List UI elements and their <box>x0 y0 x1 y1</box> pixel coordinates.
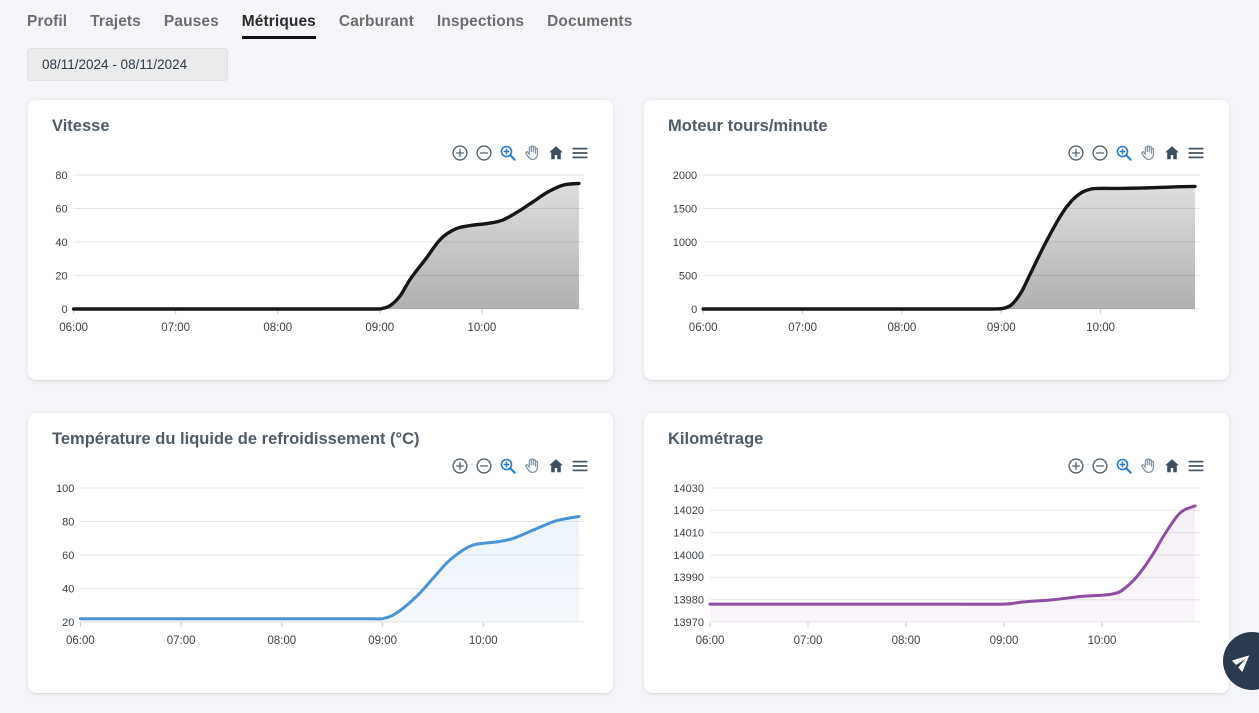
chart-toolbar <box>52 143 589 163</box>
svg-text:80: 80 <box>62 516 74 528</box>
tab-trajets[interactable]: Trajets <box>90 13 141 30</box>
pan-hand-icon[interactable] <box>523 457 541 475</box>
charts-grid: Vitesse 0 20 40 60 80 06:00 07:00 08:00 09:00 1 <box>28 100 1229 693</box>
chart-card-kilometrage: Kilométrage 13970 13980 13990 14000 14010 1 <box>644 413 1229 693</box>
svg-text:0: 0 <box>691 304 697 316</box>
temperature-chart-canvas[interactable]: 20 40 60 80 100 06:00 07:00 08:00 09:00 10:00 <box>52 478 586 656</box>
svg-text:2000: 2000 <box>673 170 697 182</box>
chart-toolbar <box>52 456 589 476</box>
kilometrage-chart-canvas[interactable]: 13970 13980 13990 14000 14010 14020 14030 06:00… <box>668 478 1202 656</box>
svg-text:09:00: 09:00 <box>990 635 1019 647</box>
svg-text:60: 60 <box>62 550 74 562</box>
home-reset-icon[interactable] <box>1163 144 1181 162</box>
svg-text:08:00: 08:00 <box>267 635 296 647</box>
vitesse-chart-canvas[interactable]: 0 20 40 60 80 06:00 07:00 08:00 09:00 10:00 <box>52 165 586 343</box>
pan-hand-icon[interactable] <box>523 144 541 162</box>
tab-profil[interactable]: Profil <box>27 13 68 30</box>
chart-title-vitesse: Vitesse <box>52 117 110 135</box>
chart-card-vitesse: Vitesse 0 20 40 60 80 06:00 07:00 08:00 09:00 1 <box>28 100 613 380</box>
chart-title-kilometrage: Kilométrage <box>668 430 764 448</box>
zoom-in-icon[interactable] <box>451 457 469 475</box>
moteur-chart-canvas[interactable]: 0 500 1000 1500 2000 06:00 07:00 08:00 09:00 10:0… <box>668 165 1202 343</box>
svg-text:40: 40 <box>55 237 67 249</box>
svg-text:06:00: 06:00 <box>59 322 88 334</box>
chart-toolbar <box>668 456 1205 476</box>
svg-text:07:00: 07:00 <box>167 635 196 647</box>
svg-text:14000: 14000 <box>673 550 704 562</box>
tab-carburant[interactable]: Carburant <box>338 13 414 30</box>
tab-metriques[interactable]: Métriques <box>241 13 316 39</box>
date-range-input[interactable] <box>27 48 228 81</box>
zoom-in-icon[interactable] <box>1067 457 1085 475</box>
chart-title-moteur: Moteur tours/minute <box>668 117 828 135</box>
chart-title-temperature: Température du liquide de refroidissemen… <box>52 430 420 448</box>
pan-hand-icon[interactable] <box>1139 457 1157 475</box>
menu-icon[interactable] <box>571 457 589 475</box>
zoom-in-icon[interactable] <box>1067 144 1085 162</box>
menu-icon[interactable] <box>1187 457 1205 475</box>
menu-icon[interactable] <box>1187 144 1205 162</box>
svg-text:06:00: 06:00 <box>66 635 95 647</box>
svg-text:13990: 13990 <box>673 572 704 584</box>
svg-text:80: 80 <box>55 170 67 182</box>
send-icon <box>1231 655 1250 672</box>
date-filter <box>27 48 1259 81</box>
svg-text:500: 500 <box>679 270 697 282</box>
svg-text:100: 100 <box>56 483 74 495</box>
svg-text:07:00: 07:00 <box>794 635 823 647</box>
svg-text:13970: 13970 <box>673 617 704 629</box>
chart-card-moteur: Moteur tours/minute 0 500 1000 1500 2000 06 <box>644 100 1229 380</box>
svg-text:08:00: 08:00 <box>263 322 292 334</box>
svg-text:40: 40 <box>62 583 74 595</box>
svg-text:08:00: 08:00 <box>888 322 917 334</box>
home-reset-icon[interactable] <box>1163 457 1181 475</box>
zoom-out-icon[interactable] <box>1091 144 1109 162</box>
svg-text:09:00: 09:00 <box>368 635 397 647</box>
svg-text:60: 60 <box>55 203 67 215</box>
tab-pauses[interactable]: Pauses <box>163 13 219 30</box>
svg-text:10:00: 10:00 <box>469 635 498 647</box>
tab-inspections[interactable]: Inspections <box>436 13 525 30</box>
home-reset-icon[interactable] <box>547 144 565 162</box>
svg-text:13980: 13980 <box>673 595 704 607</box>
svg-text:10:00: 10:00 <box>468 322 497 334</box>
box-zoom-icon[interactable] <box>1115 457 1133 475</box>
svg-text:10:00: 10:00 <box>1088 635 1117 647</box>
zoom-out-icon[interactable] <box>475 144 493 162</box>
svg-text:0: 0 <box>61 304 67 316</box>
svg-text:06:00: 06:00 <box>689 322 718 334</box>
svg-text:09:00: 09:00 <box>365 322 394 334</box>
svg-text:1500: 1500 <box>673 203 697 215</box>
svg-text:14020: 14020 <box>673 505 704 517</box>
svg-text:10:00: 10:00 <box>1086 322 1115 334</box>
svg-text:20: 20 <box>62 617 74 629</box>
svg-text:08:00: 08:00 <box>892 635 921 647</box>
zoom-out-icon[interactable] <box>475 457 493 475</box>
chart-card-temperature: Température du liquide de refroidissemen… <box>28 413 613 693</box>
box-zoom-icon[interactable] <box>499 144 517 162</box>
svg-text:07:00: 07:00 <box>788 322 817 334</box>
box-zoom-icon[interactable] <box>1115 144 1133 162</box>
home-reset-icon[interactable] <box>547 457 565 475</box>
svg-text:20: 20 <box>55 270 67 282</box>
pan-hand-icon[interactable] <box>1139 144 1157 162</box>
svg-text:1000: 1000 <box>673 237 697 249</box>
zoom-out-icon[interactable] <box>1091 457 1109 475</box>
svg-text:07:00: 07:00 <box>161 322 190 334</box>
chart-toolbar <box>668 143 1205 163</box>
tab-bar: Profil Trajets Pauses Métriques Carburan… <box>0 0 1259 39</box>
svg-text:14010: 14010 <box>673 528 704 540</box>
box-zoom-icon[interactable] <box>499 457 517 475</box>
svg-text:09:00: 09:00 <box>987 322 1016 334</box>
svg-text:06:00: 06:00 <box>696 635 725 647</box>
zoom-in-icon[interactable] <box>451 144 469 162</box>
svg-text:14030: 14030 <box>673 483 704 495</box>
tab-documents[interactable]: Documents <box>547 13 633 30</box>
menu-icon[interactable] <box>571 144 589 162</box>
